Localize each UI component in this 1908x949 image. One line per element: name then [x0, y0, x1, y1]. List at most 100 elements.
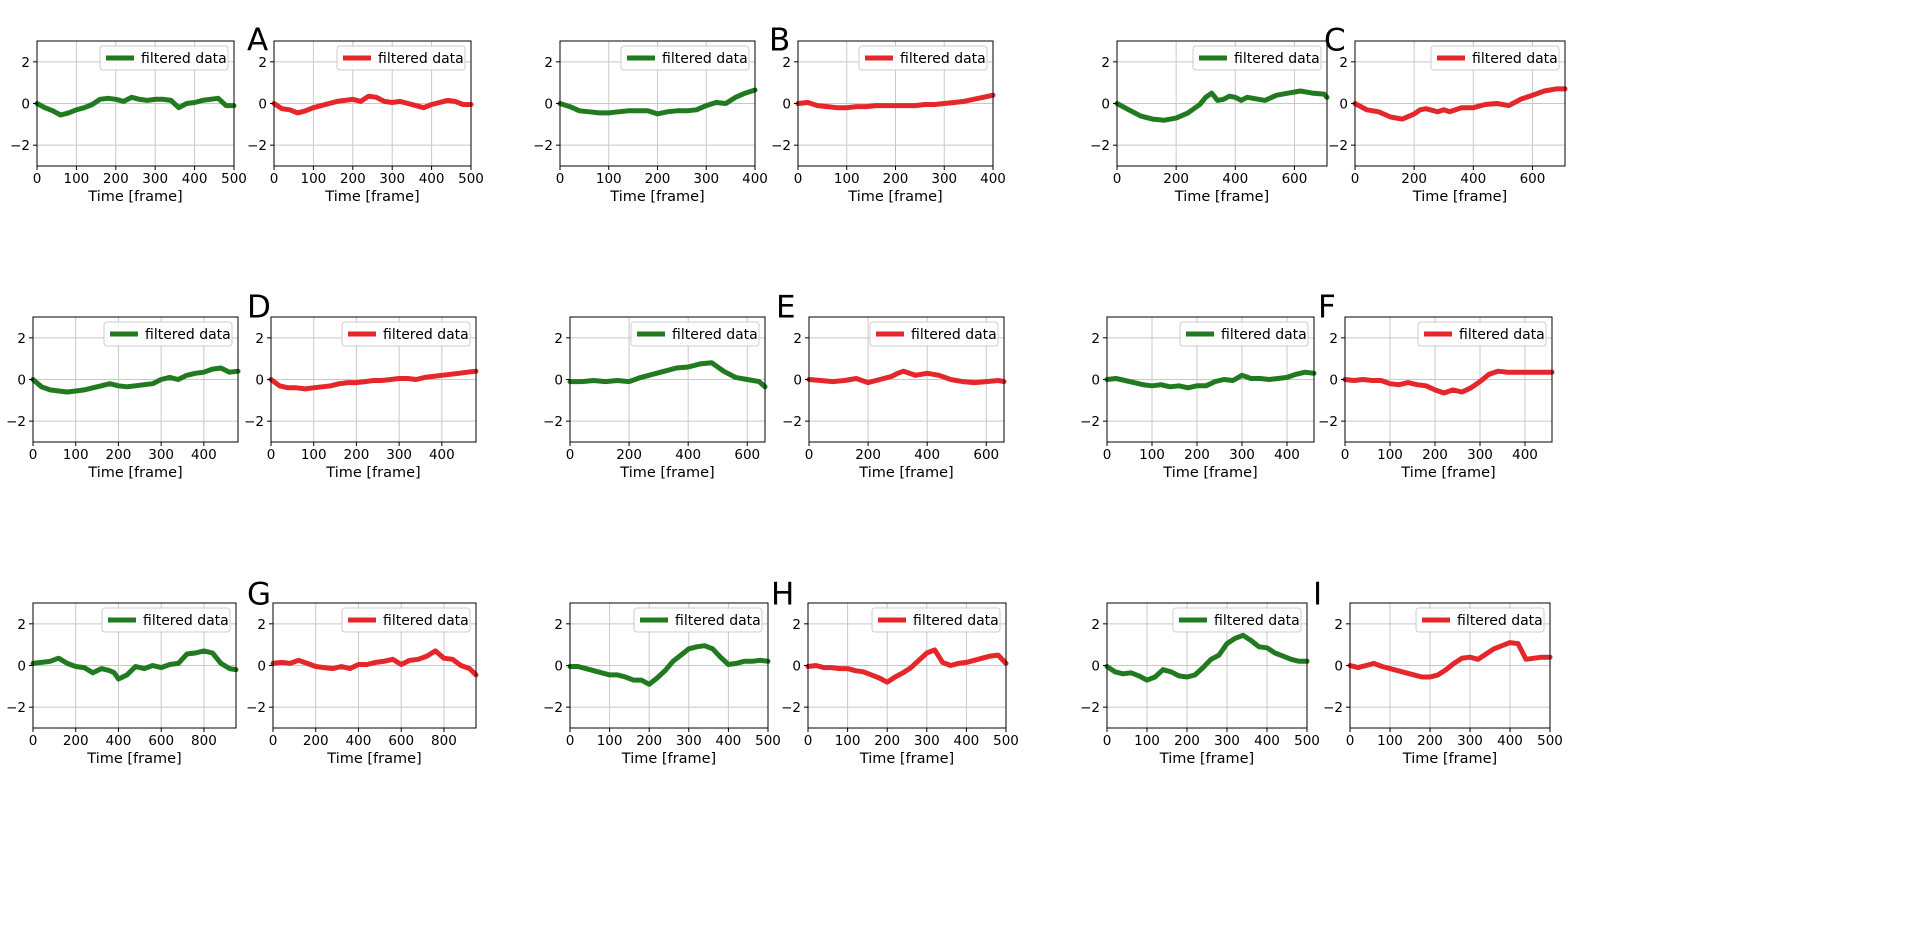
y-tick-label: 0 [782, 97, 791, 113]
subplot-b-left: 0 100 200 300 400 −2 0 2 Time [frame] filtered da… [533, 40, 768, 205]
subplot-f-left: 0 100 200 300 400 −2 0 2 Time [frame] filtered da… [1080, 316, 1317, 481]
x-tick-label: 400 [1274, 447, 1300, 463]
y-tick-label: −2 [246, 700, 266, 716]
x-axis-label: Time [frame] [621, 751, 716, 767]
x-tick-label: 400 [1254, 733, 1280, 749]
x-tick-label: 200 [106, 447, 132, 463]
x-tick-label: 0 [29, 447, 38, 463]
y-tick-label: −2 [771, 138, 791, 154]
x-tick-label: 0 [556, 171, 565, 187]
legend-box [858, 45, 988, 71]
x-tick-label: 200 [636, 733, 662, 749]
legend-label: filtered data [1214, 613, 1300, 629]
x-tick-label: 600 [1282, 171, 1308, 187]
legend: filtered data [1179, 321, 1309, 347]
legend-label: filtered data [378, 51, 464, 67]
x-tick-label: 0 [794, 171, 803, 187]
x-tick-label: 100 [63, 447, 89, 463]
y-tick-label: 0 [258, 97, 267, 113]
legend-label: filtered data [145, 327, 231, 343]
legend-label: filtered data [1459, 327, 1545, 343]
x-tick-label: 0 [1113, 171, 1122, 187]
legend-box [620, 45, 750, 71]
x-axis-label: Time [frame] [87, 465, 182, 481]
series-line-d-right [268, 368, 479, 392]
x-tick-label: 400 [191, 447, 217, 463]
legend-label: filtered data [1221, 327, 1307, 343]
x-tick-label: 100 [1377, 447, 1403, 463]
x-tick-label: 0 [1346, 733, 1355, 749]
series-line-d-left [30, 365, 241, 395]
series-line-a-right [271, 93, 474, 116]
panel-label-i: I [1313, 576, 1322, 612]
legend-label: filtered data [913, 613, 999, 629]
x-tick-label: 400 [106, 733, 132, 749]
legend-box [341, 607, 471, 633]
legend-box [633, 607, 763, 633]
subplot-c-left: 0 200 400 600 −2 0 2 Time [frame] filtered data [1090, 40, 1330, 205]
legend-box [871, 607, 1001, 633]
x-tick-label: 200 [303, 733, 329, 749]
x-tick-label: 400 [954, 733, 980, 749]
x-tick-label: 300 [379, 171, 405, 187]
x-tick-label: 200 [1163, 171, 1189, 187]
legend-box [341, 321, 471, 347]
y-tick-label: 0 [1334, 659, 1343, 675]
x-tick-label: 300 [1214, 733, 1240, 749]
legend: filtered data [858, 45, 988, 71]
x-axis-label: Time [frame] [324, 189, 419, 205]
y-tick-label: 0 [17, 659, 26, 675]
x-tick-label: 600 [148, 733, 174, 749]
y-tick-label: −2 [781, 700, 801, 716]
legend-label: filtered data [1457, 613, 1543, 629]
y-tick-label: −2 [1323, 700, 1343, 716]
legend: filtered data [103, 321, 233, 347]
legend: filtered data [99, 45, 229, 71]
x-tick-label: 100 [1134, 733, 1160, 749]
x-tick-label: 0 [33, 171, 42, 187]
x-tick-label: 300 [931, 171, 957, 187]
legend-box [101, 607, 231, 633]
x-axis-label: Time [frame] [847, 189, 942, 205]
series-line-a-left [34, 94, 237, 118]
legend-label: filtered data [675, 613, 761, 629]
x-tick-label: 0 [29, 733, 38, 749]
x-tick-label: 400 [1497, 733, 1523, 749]
x-tick-label: 200 [645, 171, 671, 187]
subplot-d-left: 0 100 200 300 400 −2 0 2 Time [frame] filtered da… [6, 316, 241, 481]
x-tick-label: 0 [270, 171, 279, 187]
y-tick-label: 2 [1091, 617, 1100, 633]
y-tick-label: 0 [257, 659, 266, 675]
y-tick-label: 0 [1329, 373, 1338, 389]
x-tick-label: 100 [597, 733, 623, 749]
y-tick-label: −2 [244, 414, 264, 430]
legend-box [630, 321, 760, 347]
series-line-e-left [567, 360, 768, 390]
x-tick-label: 400 [1460, 171, 1486, 187]
legend-box [1192, 45, 1322, 71]
subplot-g-right: 0 200 400 600 800 −2 0 2 Time [frame] filtered da… [246, 602, 479, 767]
x-axis-label: Time [frame] [1402, 751, 1497, 767]
x-tick-label: 0 [1103, 447, 1112, 463]
y-tick-label: 2 [17, 617, 26, 633]
x-tick-label: 100 [834, 171, 860, 187]
panel-label-h: H [771, 576, 794, 612]
series-line-f-left [1104, 369, 1317, 391]
x-tick-label: 400 [419, 171, 445, 187]
series-line-c-left [1114, 88, 1330, 123]
series-line-i-left [1104, 632, 1310, 683]
y-tick-label: −2 [247, 138, 267, 154]
x-tick-label: 300 [386, 447, 412, 463]
subplot-h-left: 0 100 200 300 400 500 −2 0 2 Time [frame] filtered… [543, 602, 781, 767]
y-tick-label: −2 [1318, 414, 1338, 430]
x-tick-label: 500 [458, 171, 484, 187]
y-tick-label: 0 [255, 373, 264, 389]
legend-label: filtered data [1472, 51, 1558, 67]
x-tick-label: 400 [1222, 171, 1248, 187]
x-axis-label: Time [frame] [325, 465, 420, 481]
x-tick-label: 200 [103, 171, 129, 187]
panel-label-d: D [247, 289, 271, 325]
y-tick-label: 2 [793, 331, 802, 347]
legend-label: filtered data [900, 51, 986, 67]
